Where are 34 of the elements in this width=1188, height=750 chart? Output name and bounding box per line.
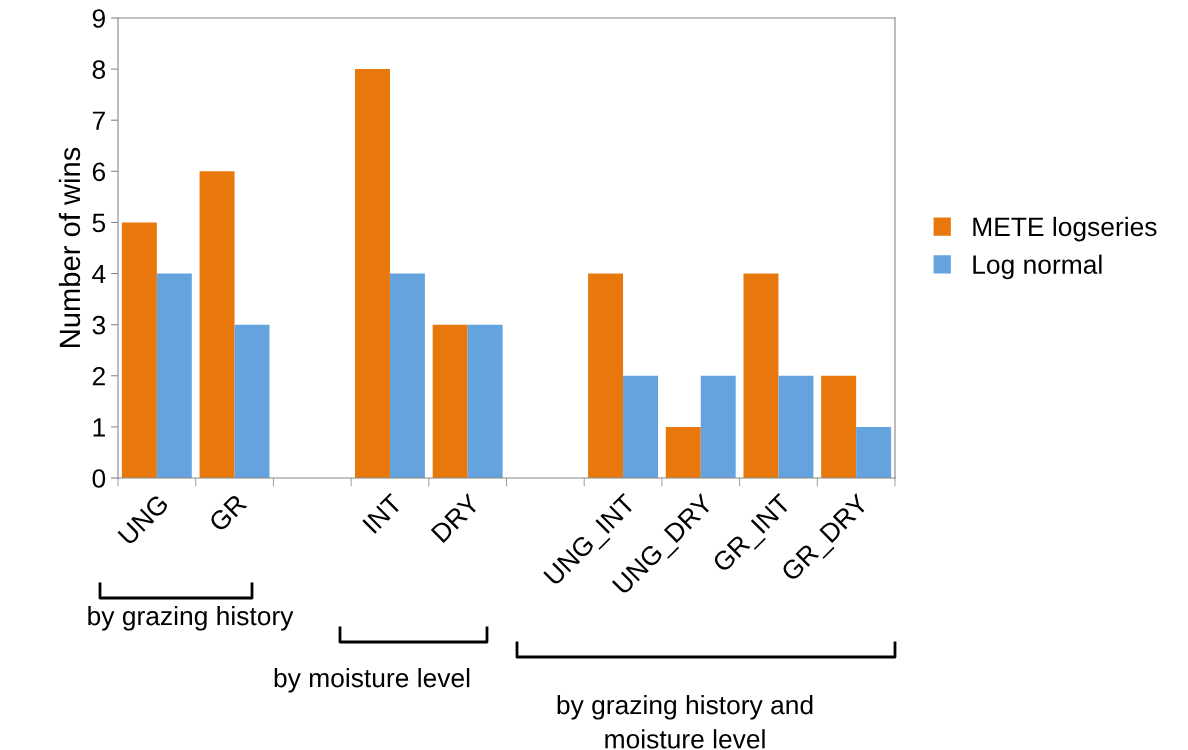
x-tick-label: INT — [362, 493, 404, 534]
y-tick-label: 3 — [92, 315, 106, 335]
bar — [665, 426, 701, 478]
bar — [432, 324, 468, 478]
y-tick-label: 6 — [92, 162, 106, 182]
bar — [743, 273, 779, 478]
bar — [467, 324, 503, 478]
bar — [156, 273, 192, 478]
bar — [199, 171, 235, 478]
bar — [354, 69, 390, 478]
y-tick-label: 1 — [93, 418, 105, 437]
legend-label: METE logseries — [973, 216, 1157, 242]
y-tick-label: 7 — [92, 111, 105, 130]
y-axis-title: Number of wins — [58, 147, 81, 347]
legend-label: Log normal — [973, 254, 1102, 280]
y-tick-label: 9 — [92, 9, 105, 28]
y-tick-label: 5 — [92, 213, 106, 233]
y-tick-label: 2 — [92, 366, 105, 386]
bar — [700, 375, 736, 478]
bar — [778, 375, 814, 478]
bar — [856, 426, 892, 478]
bar — [588, 273, 624, 478]
bar — [623, 375, 659, 478]
bar — [121, 222, 157, 478]
text: by moisture level — [274, 668, 470, 693]
text: by grazing history and moisture level — [557, 695, 813, 749]
y-tick-label: 8 — [92, 60, 106, 79]
bar — [389, 273, 425, 478]
bar — [234, 324, 270, 478]
x-tick-label: GR — [207, 493, 248, 533]
text: by grazing history — [88, 606, 294, 631]
y-tick-label: 0 — [92, 469, 106, 488]
y-tick-label: 4 — [92, 264, 106, 284]
bar — [821, 375, 857, 478]
